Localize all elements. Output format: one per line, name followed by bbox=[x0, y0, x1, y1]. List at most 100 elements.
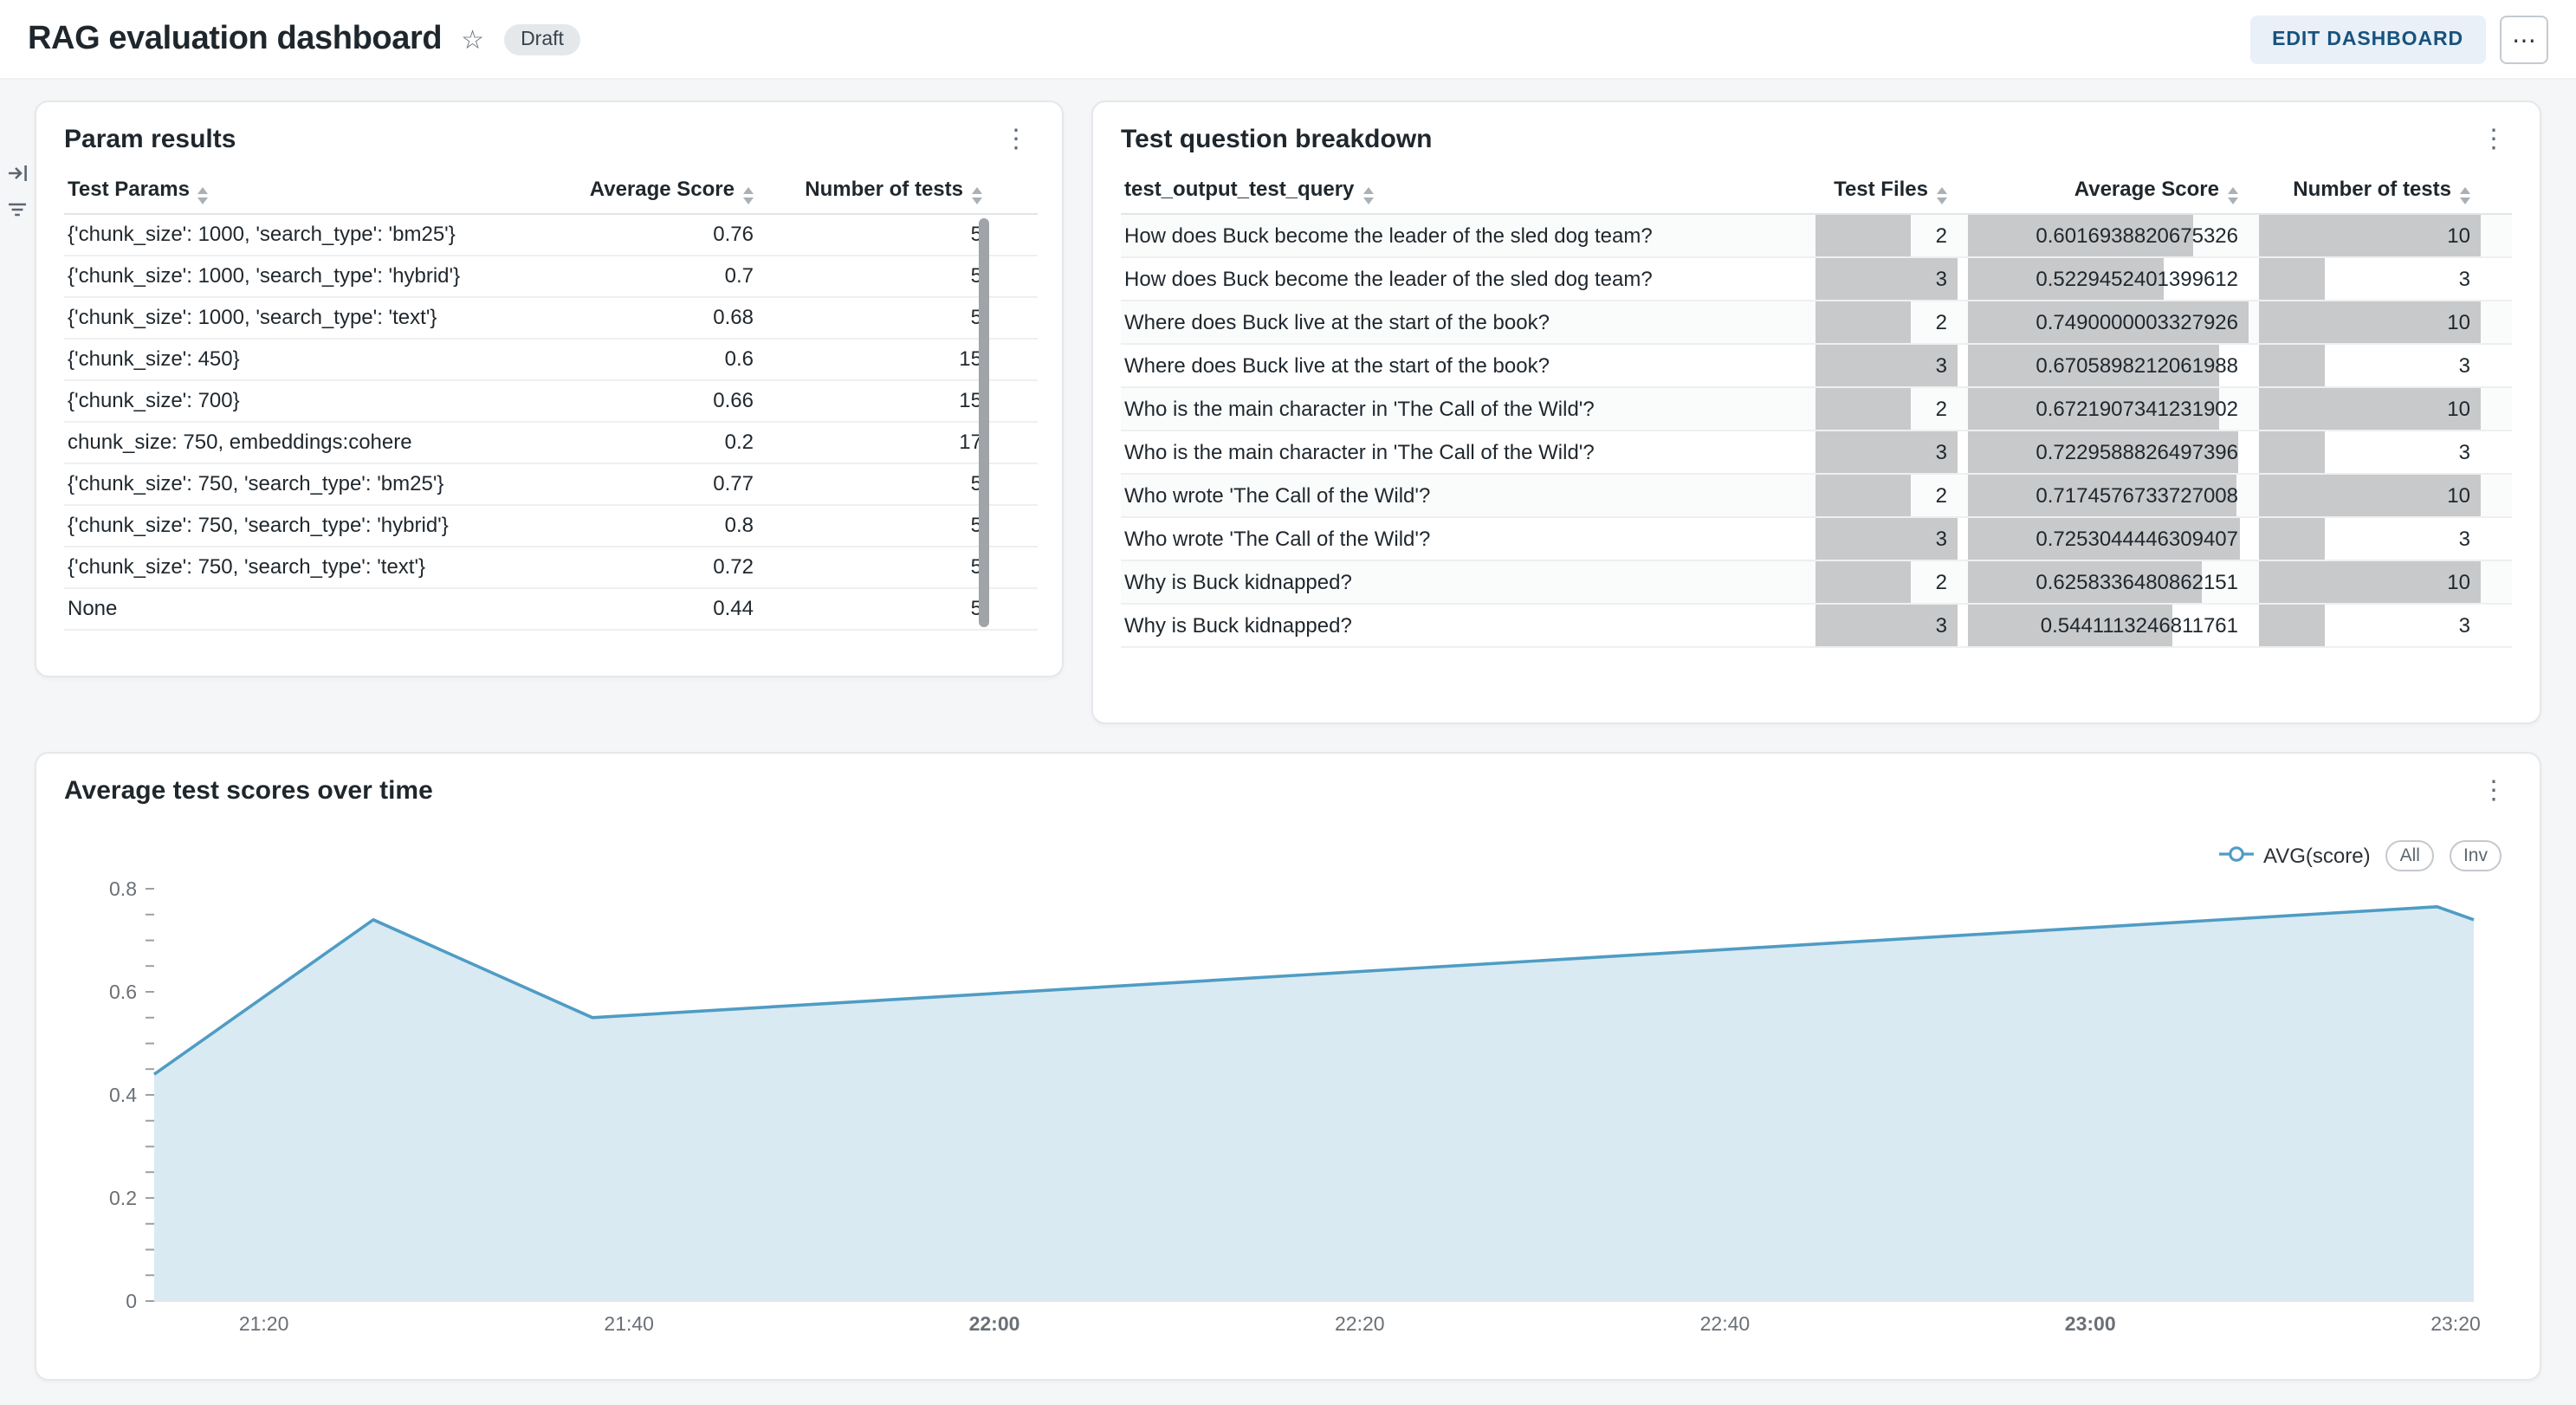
chart-plot-area: 0 0.2 0.4 0.6 0.8 21:20 21:40 22:00 22:20 22:40 23… bbox=[64, 875, 2512, 1356]
cell-value: 10 bbox=[2447, 309, 2470, 333]
cell-average-score: 0.5441113246811761 bbox=[1958, 603, 2249, 647]
table-scrollbar-thumb[interactable] bbox=[979, 218, 989, 627]
edit-dashboard-button[interactable]: EDIT DASHBOARD bbox=[2249, 15, 2486, 63]
data-bar bbox=[1968, 257, 2165, 298]
cell-test-files: 2 bbox=[1805, 386, 1958, 431]
chart-legend: AVG(score) All Inv bbox=[2217, 840, 2502, 871]
y-axis-label: 0 bbox=[126, 1290, 137, 1312]
cell-value: 3 bbox=[1935, 439, 1947, 463]
cell-test-files: 3 bbox=[1805, 343, 1958, 387]
cell-average-score: 0.6721907341231902 bbox=[1958, 386, 2249, 431]
table-row: {'chunk_size': 450} 0.6 15 bbox=[64, 338, 1038, 380]
cell-value: 0.7253044446309407 bbox=[2036, 526, 2238, 550]
question-breakdown-table-wrap: test_output_test_query Test Files Averag… bbox=[1121, 170, 2512, 647]
filter-icon[interactable] bbox=[7, 199, 28, 220]
collapse-panel-icon[interactable] bbox=[7, 163, 28, 184]
column-header-test-params[interactable]: Test Params bbox=[64, 170, 584, 214]
cell-value: 2 bbox=[1935, 396, 1947, 420]
cell-average-score: 0.76 bbox=[584, 213, 774, 256]
kebab-menu-icon[interactable]: ⋮ bbox=[1003, 125, 1029, 154]
cell-test-files: 2 bbox=[1805, 473, 1958, 517]
data-bar bbox=[2259, 301, 2481, 341]
table-row: chunk_size: 750, embeddings:cohere 0.2 1… bbox=[64, 421, 1038, 463]
cell-number-of-tests: 10 bbox=[2249, 386, 2512, 431]
cell-test-params: chunk_size: 750, embeddings:cohere bbox=[64, 421, 584, 463]
cell-value: 0.5229452401399612 bbox=[2036, 266, 2238, 290]
table-row: {'chunk_size': 750, 'search_type': 'hybr… bbox=[64, 504, 1038, 547]
cell-value: 3 bbox=[2458, 266, 2470, 290]
table-header-row: Test Params Average Score Number of test… bbox=[64, 170, 1038, 214]
cell-value: 0.7490000003327926 bbox=[2036, 309, 2238, 333]
cell-value: 3 bbox=[1935, 526, 1947, 550]
cell-value: 3 bbox=[2458, 612, 2470, 637]
column-label: test_output_test_query bbox=[1124, 177, 1355, 202]
cell-number-of-tests: 5 bbox=[774, 296, 1038, 339]
legend-select-all-button[interactable]: All bbox=[2385, 840, 2434, 871]
page-title: RAG evaluation dashboard bbox=[28, 20, 443, 56]
cell-average-score: 0.7490000003327926 bbox=[1958, 300, 2249, 344]
column-header-average-score[interactable]: Average Score bbox=[584, 170, 774, 214]
cell-average-score: 0.66 bbox=[584, 379, 774, 422]
data-bar bbox=[1815, 560, 1911, 601]
column-header-number-of-tests[interactable]: Number of tests bbox=[774, 170, 1038, 214]
column-header-test-files[interactable]: Test Files bbox=[1805, 170, 1958, 214]
data-bar bbox=[1968, 560, 2203, 601]
legend-invert-button[interactable]: Inv bbox=[2449, 840, 2502, 871]
cell-value: 0.7174576733727008 bbox=[2036, 482, 2238, 507]
kebab-menu-icon[interactable]: ⋮ bbox=[2481, 125, 2507, 154]
cell-query: How does Buck become the leader of the s… bbox=[1121, 213, 1805, 257]
cell-number-of-tests: 5 bbox=[774, 213, 1038, 256]
cell-number-of-tests: 3 bbox=[2249, 603, 2512, 647]
cell-number-of-tests: 17 bbox=[774, 421, 1038, 463]
top-row: Param results ⋮ Test Params Average Scor… bbox=[35, 100, 2541, 724]
data-bar bbox=[2259, 474, 2481, 515]
legend-line-icon bbox=[2217, 840, 2255, 871]
param-results-title: Param results bbox=[64, 125, 236, 154]
column-label: Average Score bbox=[589, 177, 735, 202]
cell-query: Why is Buck kidnapped? bbox=[1121, 560, 1805, 604]
table-row: Why is Buck kidnapped? 3 0.5441113246811… bbox=[1121, 603, 2512, 647]
data-bar bbox=[1968, 431, 2239, 471]
legend-item-avg-score[interactable]: AVG(score) bbox=[2217, 840, 2371, 871]
cell-number-of-tests: 15 bbox=[774, 338, 1038, 380]
cell-number-of-tests: 5 bbox=[774, 504, 1038, 547]
table-row: Why is Buck kidnapped? 2 0.6258336480862… bbox=[1121, 560, 2512, 604]
test-question-breakdown-card: Test question breakdown ⋮ test_output_te… bbox=[1091, 100, 2541, 724]
sort-icon bbox=[972, 187, 982, 205]
cell-average-score: 0.6258336480862151 bbox=[1958, 560, 2249, 604]
cell-number-of-tests: 3 bbox=[2249, 343, 2512, 387]
column-label: Average Score bbox=[2074, 177, 2219, 202]
table-row: {'chunk_size': 750, 'search_type': 'bm25… bbox=[64, 463, 1038, 505]
favorite-star-icon[interactable]: ☆ bbox=[461, 25, 485, 55]
series-line bbox=[152, 904, 2475, 1076]
cell-value: 3 bbox=[1935, 612, 1947, 637]
table-row: Where does Buck live at the start of the… bbox=[1121, 343, 2512, 387]
status-badge: Draft bbox=[503, 23, 581, 55]
cell-value: 0.7229588826497396 bbox=[2036, 439, 2238, 463]
column-header-average-score[interactable]: Average Score bbox=[1958, 170, 2249, 214]
data-bar bbox=[1815, 214, 1911, 255]
x-axis-label: 22:20 bbox=[1335, 1312, 1385, 1335]
header-left: RAG evaluation dashboard ☆ Draft bbox=[28, 20, 581, 58]
cell-value: 2 bbox=[1935, 223, 1947, 247]
cell-value: 10 bbox=[2447, 223, 2470, 247]
data-bar bbox=[2259, 387, 2481, 428]
cell-number-of-tests: 3 bbox=[2249, 430, 2512, 474]
overflow-menu-button[interactable]: ⋯ bbox=[2500, 15, 2548, 63]
column-header-test-output-test-query[interactable]: test_output_test_query bbox=[1121, 170, 1805, 214]
x-axis-label: 23:20 bbox=[2430, 1312, 2481, 1335]
table-row: {'chunk_size': 1000, 'search_type': 'bm2… bbox=[64, 213, 1038, 256]
cell-test-params: {'chunk_size': 1000, 'search_type': 'tex… bbox=[64, 296, 584, 339]
column-label: Number of tests bbox=[2293, 177, 2451, 202]
kebab-menu-icon[interactable]: ⋮ bbox=[2481, 776, 2507, 806]
y-axis-label: 0.4 bbox=[109, 1084, 137, 1106]
column-header-number-of-tests[interactable]: Number of tests bbox=[2249, 170, 2512, 214]
left-rail bbox=[7, 163, 28, 220]
data-bar bbox=[1968, 344, 2219, 385]
column-label: Test Files bbox=[1834, 177, 1928, 202]
cell-test-files: 2 bbox=[1805, 300, 1958, 344]
table-row: How does Buck become the leader of the s… bbox=[1121, 213, 2512, 257]
y-axis-label: 0.6 bbox=[109, 981, 137, 1003]
cell-number-of-tests: 5 bbox=[774, 255, 1038, 297]
table-row: {'chunk_size': 750, 'search_type': 'text… bbox=[64, 546, 1038, 588]
